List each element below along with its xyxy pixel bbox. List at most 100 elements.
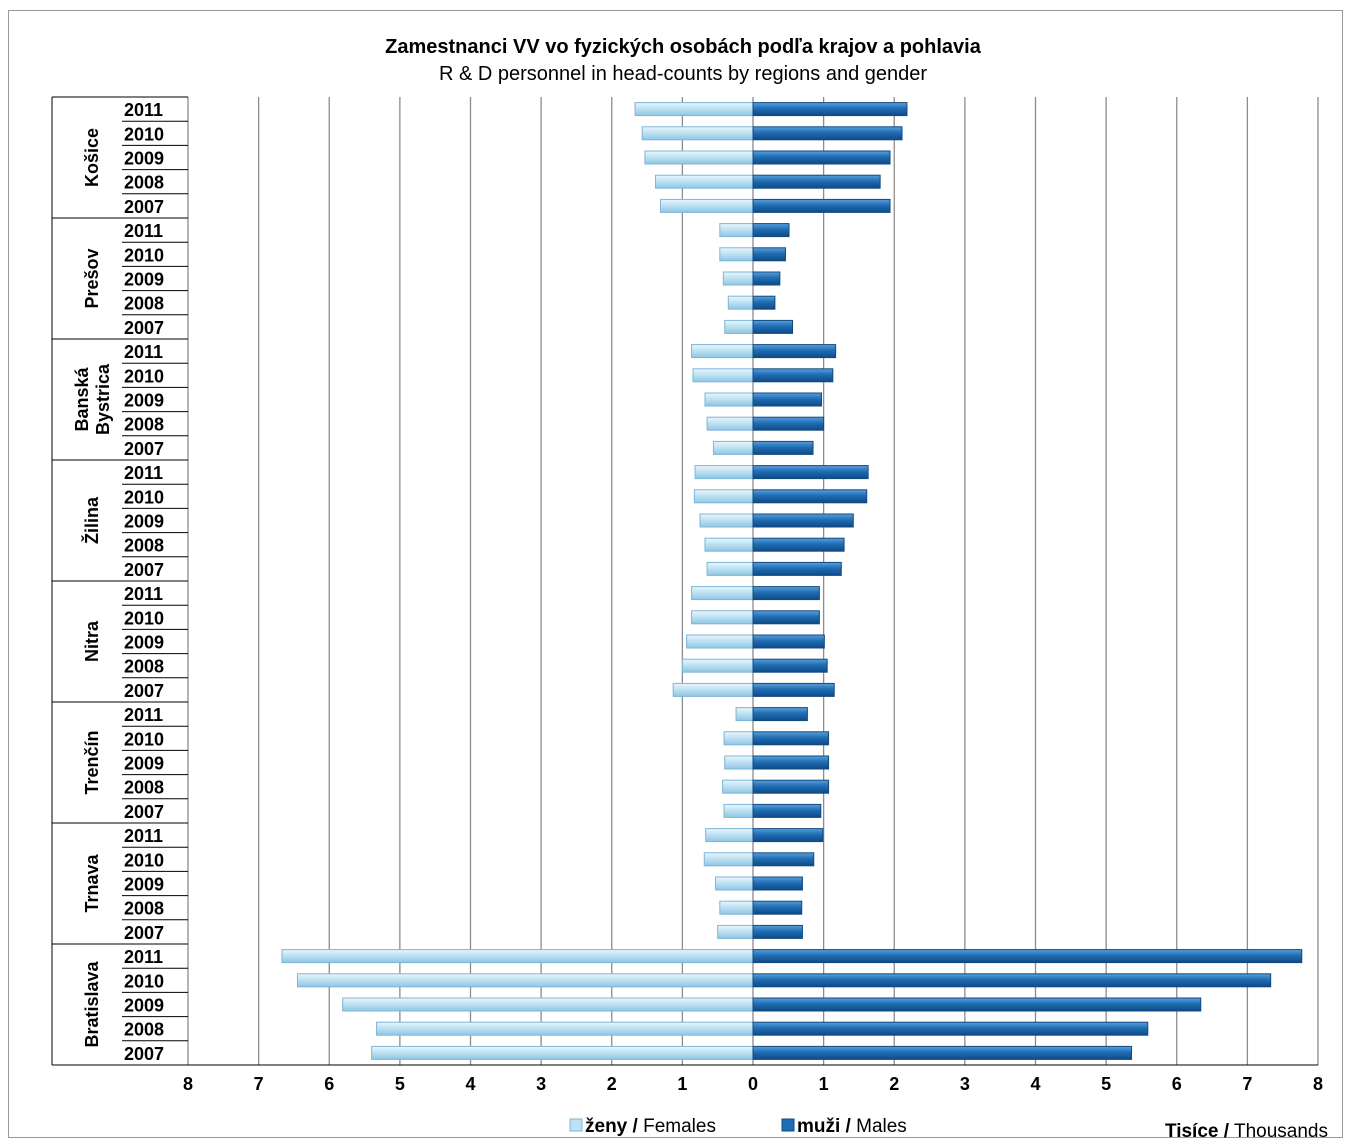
year-label: 2009 (124, 391, 164, 411)
year-label: 2010 (124, 366, 164, 386)
bar-females (691, 344, 754, 359)
bar-males (752, 1021, 1149, 1036)
legend-males-normal: Males (851, 1116, 907, 1137)
year-label: 2010 (124, 971, 164, 991)
x-tick-label: 1 (677, 1074, 687, 1094)
year-label: 2010 (124, 608, 164, 628)
bar-males (752, 803, 822, 818)
bar-females (681, 658, 754, 673)
bar-females (722, 779, 754, 794)
bar-females (723, 731, 754, 746)
bar-males (752, 537, 845, 552)
year-label: 2011 (124, 100, 163, 120)
bar-females (672, 682, 754, 697)
bar-males (752, 658, 828, 673)
bar-females (723, 803, 754, 818)
region-label-line: Prešov (82, 248, 102, 308)
bar-males (752, 779, 830, 794)
bar-females (719, 247, 754, 262)
x-tick-label: 5 (395, 1074, 405, 1094)
year-label: 2011 (124, 584, 163, 604)
bar-females (692, 368, 754, 383)
x-tick-label: 6 (324, 1074, 334, 1094)
x-tick-label: 3 (536, 1074, 546, 1094)
year-label: 2009 (124, 633, 164, 653)
legend-swatch-females (569, 1118, 583, 1132)
bar-females (705, 828, 754, 843)
bar-females (655, 174, 754, 189)
year-label: 2007 (124, 802, 164, 822)
year-label: 2008 (124, 1020, 164, 1040)
chart-title: Zamestnanci VV vo fyzických osobách podľ… (385, 36, 982, 58)
year-label: 2007 (124, 923, 164, 943)
bar-males (752, 876, 803, 891)
year-label: 2007 (124, 197, 164, 217)
year-label: 2007 (124, 1044, 164, 1064)
bar-females (694, 465, 754, 480)
year-label: 2008 (124, 657, 164, 677)
category-axis: Košice 2011 2010 2009 2008 2007 Prešov 2011 2010… (51, 96, 188, 1066)
bar-males (752, 828, 824, 843)
bar-males (752, 561, 842, 576)
region-label-line: Bratislava (82, 960, 102, 1047)
region-label: Prešov (82, 248, 102, 308)
bar-females (641, 126, 754, 141)
year-label: 2011 (124, 705, 163, 725)
bar-females (715, 876, 754, 891)
bar-females (719, 900, 754, 915)
year-label: 2009 (124, 875, 164, 895)
bar-males (752, 174, 881, 189)
bar-females (342, 997, 754, 1012)
x-tick-label: 7 (1242, 1074, 1252, 1094)
bar-females (686, 634, 754, 649)
year-label: 2010 (124, 729, 164, 749)
year-label: 2009 (124, 996, 164, 1016)
bar-females (644, 150, 754, 165)
year-label: 2007 (124, 681, 164, 701)
bar-males (752, 344, 837, 359)
year-label: 2008 (124, 294, 164, 314)
year-label: 2008 (124, 778, 164, 798)
x-tick-label: 8 (183, 1074, 193, 1094)
region-label-line: Košice (82, 128, 102, 187)
bar-females (719, 223, 754, 238)
bar-females (281, 949, 754, 964)
x-tick-label: 1 (819, 1074, 829, 1094)
bar-males (752, 150, 891, 165)
bar-males (752, 102, 908, 117)
unit-label: Tisíce / Thousands (1165, 1121, 1328, 1142)
bar-males (752, 198, 891, 213)
bar-males (752, 924, 803, 939)
bar-males (752, 973, 1272, 988)
bar-females (371, 1045, 754, 1060)
bar-males (752, 513, 854, 528)
x-tick-label: 5 (1101, 1074, 1111, 1094)
bar-females (722, 271, 754, 286)
legend-females-bold: ženy / (585, 1116, 639, 1137)
region-label-line: Trenčín (82, 730, 102, 794)
x-tick-label: 6 (1172, 1074, 1182, 1094)
chart-subtitle: R & D personnel in head-counts by region… (439, 63, 927, 85)
bar-females (735, 707, 754, 722)
year-label: 2007 (124, 560, 164, 580)
bar-males (752, 295, 776, 310)
bar-females (691, 610, 754, 625)
x-tick-label: 2 (607, 1074, 617, 1094)
bar-females (724, 319, 754, 334)
legend-label-males: muži / Males (797, 1116, 907, 1137)
year-label: 2011 (124, 947, 163, 967)
bar-males (752, 392, 823, 407)
legend-label-females: ženy / Females (585, 1116, 716, 1137)
region-label: Žilina (81, 496, 102, 544)
year-label: 2010 (124, 124, 164, 144)
bar-males (752, 997, 1202, 1012)
bar-males (752, 682, 835, 697)
chart-frame (8, 10, 1343, 1138)
bar-males (752, 465, 869, 480)
x-tick-label: 8 (1313, 1074, 1323, 1094)
bar-females (296, 973, 754, 988)
bar-males (752, 271, 781, 286)
legend-females-normal: Females (638, 1116, 716, 1137)
bar-males (752, 900, 803, 915)
